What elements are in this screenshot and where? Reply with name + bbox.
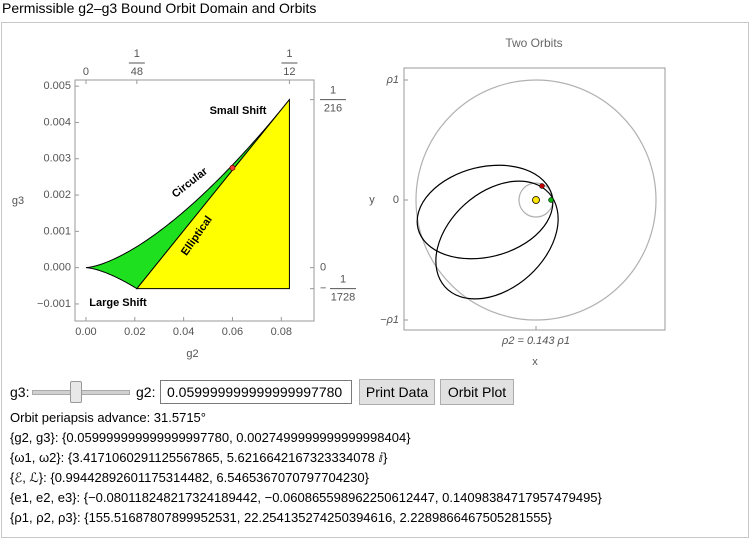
y-tick-label: ρ1 xyxy=(386,74,399,86)
x-tick-label: 0.04 xyxy=(173,326,194,338)
y-tick-label: 0.001 xyxy=(43,225,71,237)
x-tick-label: 0.02 xyxy=(124,326,145,338)
x-tick-label: 0.08 xyxy=(271,326,292,338)
g2-input[interactable]: 0.059999999999999997780 xyxy=(160,380,352,404)
x-tick-label: ρ2 = 0.143 ρ1 xyxy=(501,335,570,347)
left-frame xyxy=(74,79,315,322)
orbit-plot-button[interactable]: Orbit Plot xyxy=(440,379,514,405)
center-body xyxy=(532,196,540,204)
annotation: Small Shift xyxy=(210,105,267,117)
y-tick-label: 0.002 xyxy=(43,189,71,201)
y-tick-label: −ρ1 xyxy=(380,314,399,326)
elliptical-region xyxy=(135,98,290,290)
x-axis-label: x xyxy=(532,356,538,368)
y-tick-label: 0.004 xyxy=(43,116,71,128)
orbit xyxy=(435,180,559,300)
right-tick-den: 1728 xyxy=(331,292,355,304)
orbit xyxy=(416,164,554,260)
y-tick-label: 0 xyxy=(393,194,399,206)
periapsis-point xyxy=(548,197,554,203)
top-tick-label: 0 xyxy=(83,66,89,78)
top-tick-num: 1 xyxy=(134,48,140,60)
periapsis-point xyxy=(539,183,545,189)
right-title: Two Orbits xyxy=(505,36,562,50)
right-frame xyxy=(403,67,666,331)
x-axis-label: g2 xyxy=(186,348,198,360)
current-point xyxy=(229,164,236,171)
top-tick-num: 1 xyxy=(286,48,292,60)
output-line: {ω1, ω2}: {3.4171060291125567865, 5.6216… xyxy=(10,450,388,465)
output-line: Orbit periapsis advance: 31.5715° xyxy=(10,410,206,425)
y-tick-label: 0.005 xyxy=(43,80,71,92)
g2-label: g2: xyxy=(136,384,156,400)
output-line: {g2, g3}: {0.059999999999999997780, 0.00… xyxy=(10,430,411,445)
output-line: {ℰ, ℒ}: {0.99442892601175314482, 6.54653… xyxy=(10,470,369,485)
top-tick-den: 48 xyxy=(131,66,143,78)
right-tick-den: 216 xyxy=(324,103,342,115)
output-line: {e1, e2, e3}: {−0.080118248217324189442,… xyxy=(10,490,602,505)
x-tick-label: 0.00 xyxy=(75,326,96,338)
annotation: Large Shift xyxy=(89,297,147,309)
y-axis-label: g3 xyxy=(12,195,24,207)
right-tick-label: 0 xyxy=(320,262,326,274)
outer-circle xyxy=(415,79,657,321)
x-tick-label: 0.06 xyxy=(222,326,243,338)
y-axis-label: y xyxy=(369,194,375,206)
y-tick-label: 0.000 xyxy=(43,262,71,274)
window-title: Permissible g2–g3 Bound Orbit Domain and… xyxy=(2,0,317,16)
top-tick-den: 12 xyxy=(283,66,295,78)
slider-thumb[interactable] xyxy=(70,381,82,403)
y-tick-label: 0.003 xyxy=(43,153,71,165)
y-tick-label: −0.001 xyxy=(37,298,71,310)
right-tick-sign: − xyxy=(320,283,326,295)
print-data-button[interactable]: Print Data xyxy=(359,379,435,405)
right-tick-num: 1 xyxy=(340,274,346,286)
output-line: {ρ1, ρ2, ρ3}: {155.51687807899952531, 22… xyxy=(10,510,552,525)
g3-label: g3: xyxy=(10,384,30,400)
circular-region xyxy=(85,99,290,290)
right-tick-num: 1 xyxy=(330,85,336,97)
panel xyxy=(1,22,749,538)
